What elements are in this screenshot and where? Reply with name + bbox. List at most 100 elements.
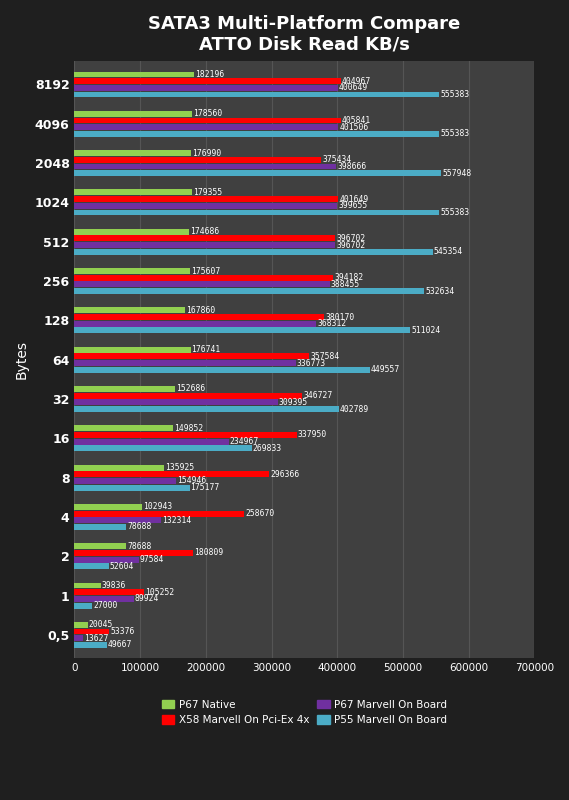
Text: 149852: 149852 <box>174 424 203 433</box>
Text: 89924: 89924 <box>134 594 159 603</box>
Text: 402789: 402789 <box>340 405 369 414</box>
Bar <box>75 242 335 248</box>
Bar <box>75 518 162 523</box>
Text: 532634: 532634 <box>426 286 455 295</box>
Bar <box>75 432 296 438</box>
Bar <box>75 360 296 366</box>
Bar <box>75 170 441 176</box>
Text: 449557: 449557 <box>371 366 400 374</box>
Text: 398666: 398666 <box>337 162 366 171</box>
Bar <box>75 622 88 628</box>
Text: 399655: 399655 <box>338 202 368 210</box>
Bar <box>75 274 333 281</box>
Bar <box>75 314 324 320</box>
Bar <box>75 446 251 451</box>
Text: 380170: 380170 <box>325 313 354 322</box>
Text: 346727: 346727 <box>303 391 332 400</box>
Bar <box>75 399 278 406</box>
Text: 511024: 511024 <box>411 326 440 335</box>
Bar <box>75 203 337 209</box>
Bar <box>75 118 341 123</box>
Bar <box>75 91 439 98</box>
Bar <box>75 282 329 287</box>
Text: 13627: 13627 <box>84 634 109 642</box>
Text: 357584: 357584 <box>311 352 340 361</box>
Bar <box>75 78 341 84</box>
Bar <box>75 366 370 373</box>
Text: 49667: 49667 <box>108 640 133 650</box>
Bar <box>75 307 185 314</box>
Bar <box>75 386 175 392</box>
Text: 175177: 175177 <box>191 483 220 492</box>
Bar <box>75 249 433 254</box>
Text: 182196: 182196 <box>195 70 224 79</box>
Bar <box>75 190 192 195</box>
Text: 404967: 404967 <box>341 77 371 86</box>
Bar <box>75 438 229 445</box>
Bar <box>75 485 189 490</box>
Text: 394182: 394182 <box>335 274 364 282</box>
Bar <box>75 524 126 530</box>
Bar <box>75 642 107 648</box>
Text: 258670: 258670 <box>245 509 275 518</box>
Bar <box>75 478 176 484</box>
Bar <box>75 550 193 556</box>
Bar <box>75 393 302 398</box>
Bar <box>75 635 84 641</box>
Bar <box>75 131 439 137</box>
Bar <box>75 426 173 431</box>
Text: 401649: 401649 <box>339 194 369 203</box>
Bar <box>75 163 336 170</box>
Text: 557948: 557948 <box>442 169 471 178</box>
Text: 167860: 167860 <box>185 306 215 315</box>
Bar <box>75 563 109 570</box>
Text: 132314: 132314 <box>162 516 192 525</box>
Bar <box>75 510 245 517</box>
Text: 78688: 78688 <box>127 542 151 550</box>
Text: 337950: 337950 <box>298 430 327 439</box>
Bar <box>75 157 321 162</box>
Text: 405841: 405841 <box>342 116 372 125</box>
Text: 176741: 176741 <box>192 345 221 354</box>
Text: 174686: 174686 <box>190 227 220 236</box>
Bar <box>75 590 143 595</box>
Bar <box>75 629 109 634</box>
Text: 52604: 52604 <box>110 562 134 570</box>
Text: 555383: 555383 <box>440 208 469 217</box>
Text: 234967: 234967 <box>230 437 259 446</box>
Bar <box>75 582 101 589</box>
Text: 400649: 400649 <box>339 83 368 92</box>
Text: 545354: 545354 <box>434 247 463 256</box>
Bar <box>75 321 316 326</box>
Legend: P67 Native, X58 Marvell On Pci-Ex 4x, P67 Marvell On Board, P55 Marvell On Board: P67 Native, X58 Marvell On Pci-Ex 4x, P6… <box>159 697 450 728</box>
Text: 388455: 388455 <box>331 280 360 289</box>
Text: 154946: 154946 <box>177 477 207 486</box>
Title: SATA3 Multi-Platform Compare
ATTO Disk Read KB/s: SATA3 Multi-Platform Compare ATTO Disk R… <box>149 15 460 54</box>
Bar <box>75 354 310 359</box>
Bar <box>75 268 190 274</box>
Text: 269833: 269833 <box>253 444 282 453</box>
Text: 179355: 179355 <box>193 188 222 197</box>
Bar <box>75 557 138 562</box>
Text: 105252: 105252 <box>145 588 174 597</box>
Bar <box>75 504 142 510</box>
Text: 375434: 375434 <box>322 155 352 164</box>
Text: 102943: 102943 <box>143 502 172 511</box>
Bar <box>75 596 134 602</box>
Text: 97584: 97584 <box>139 555 164 564</box>
Bar <box>75 124 339 130</box>
Bar <box>75 196 339 202</box>
Bar <box>75 111 192 117</box>
Text: 20045: 20045 <box>89 620 113 630</box>
Bar <box>75 150 191 156</box>
Bar <box>75 471 269 478</box>
Bar <box>75 71 194 78</box>
Bar <box>75 327 410 334</box>
Text: 396702: 396702 <box>336 234 365 243</box>
Text: 53376: 53376 <box>110 627 135 636</box>
Text: 135925: 135925 <box>165 463 194 472</box>
Y-axis label: Bytes: Bytes <box>15 340 29 379</box>
Bar <box>75 288 424 294</box>
Text: 175607: 175607 <box>191 266 220 275</box>
Text: 27000: 27000 <box>93 601 118 610</box>
